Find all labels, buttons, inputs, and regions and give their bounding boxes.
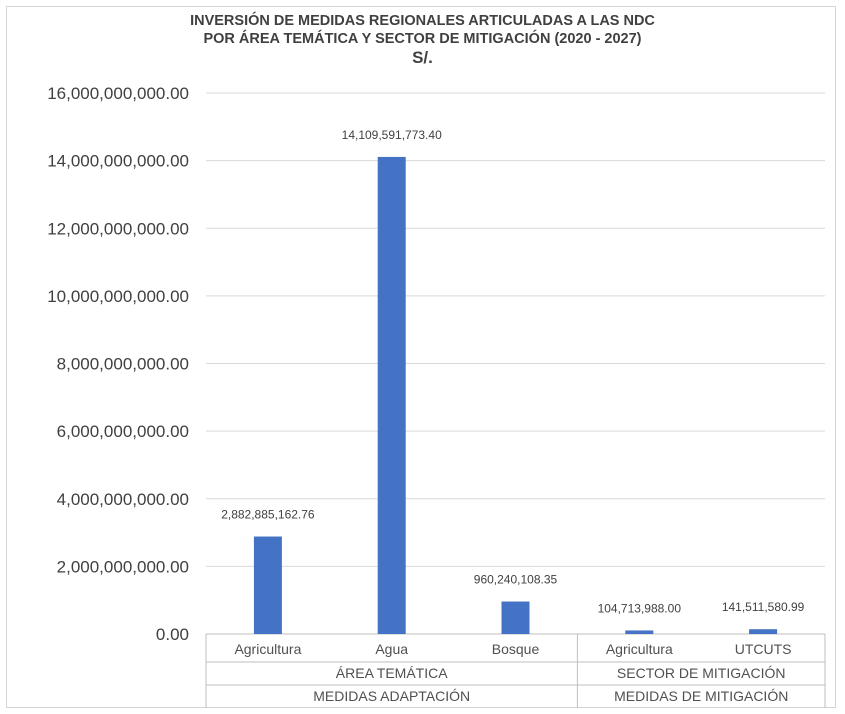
y-tick-label: 6,000,000,000.00 <box>57 422 189 441</box>
x-category-label: Agua <box>375 641 408 657</box>
chart-frame <box>6 6 836 708</box>
bar <box>625 630 654 634</box>
chart-title-unit: S/. <box>412 48 433 67</box>
y-tick-label: 8,000,000,000.00 <box>57 355 189 374</box>
supergroup-label: MEDIDAS ADAPTACIÓN <box>313 688 470 704</box>
x-category-label: Bosque <box>492 641 540 657</box>
bar <box>501 601 530 634</box>
group-label: ÁREA TEMÁTICA <box>336 665 448 681</box>
supergroup-label: MEDIDAS DE MITIGACIÓN <box>614 688 788 704</box>
y-tick-label: 12,000,000,000.00 <box>47 219 189 238</box>
chart-title-line-1: INVERSIÓN DE MEDIDAS REGIONALES ARTICULA… <box>190 13 655 29</box>
bar <box>377 156 406 634</box>
data-label: 141,511,580.99 <box>722 600 805 614</box>
x-category-label: Agricultura <box>234 641 301 657</box>
data-label: 2,882,885,162.76 <box>221 508 315 522</box>
data-label: 104,713,988.00 <box>598 601 682 615</box>
chart-title-line-2: POR ÁREA TEMÁTICA Y SECTOR DE MITIGACIÓN… <box>203 31 642 47</box>
y-tick-label: 16,000,000,000.00 <box>47 84 189 103</box>
y-tick-label: 0.00 <box>156 625 189 644</box>
group-label: SECTOR DE MITIGACIÓN <box>617 665 786 681</box>
y-tick-label: 10,000,000,000.00 <box>47 287 189 306</box>
y-tick-label: 4,000,000,000.00 <box>57 490 189 509</box>
bar <box>749 629 778 634</box>
data-label: 960,240,108.35 <box>474 573 558 587</box>
y-tick-label: 2,000,000,000.00 <box>57 557 189 576</box>
data-label: 14,109,591,773.40 <box>342 128 442 142</box>
y-tick-label: 14,000,000,000.00 <box>47 152 189 171</box>
x-category-label: Agricultura <box>606 641 673 657</box>
x-category-label: UTCUTS <box>735 641 792 657</box>
bar <box>253 536 282 634</box>
